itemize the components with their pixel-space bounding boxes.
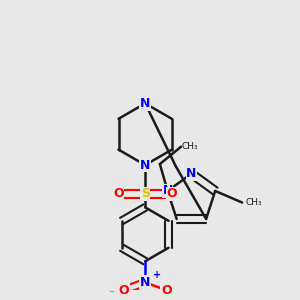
Text: O: O [167, 188, 178, 200]
Text: CH₃: CH₃ [181, 142, 198, 151]
Text: S: S [141, 188, 150, 200]
Text: N: N [140, 97, 150, 110]
Text: N: N [162, 184, 173, 197]
Text: +: + [153, 270, 161, 280]
Text: O: O [161, 284, 172, 297]
Text: N: N [186, 167, 197, 180]
Text: O: O [113, 188, 124, 200]
Text: CH₃: CH₃ [245, 198, 262, 207]
Text: N: N [140, 276, 150, 289]
Text: O: O [119, 284, 129, 297]
Text: ⁻: ⁻ [108, 290, 114, 299]
Text: N: N [140, 158, 150, 172]
